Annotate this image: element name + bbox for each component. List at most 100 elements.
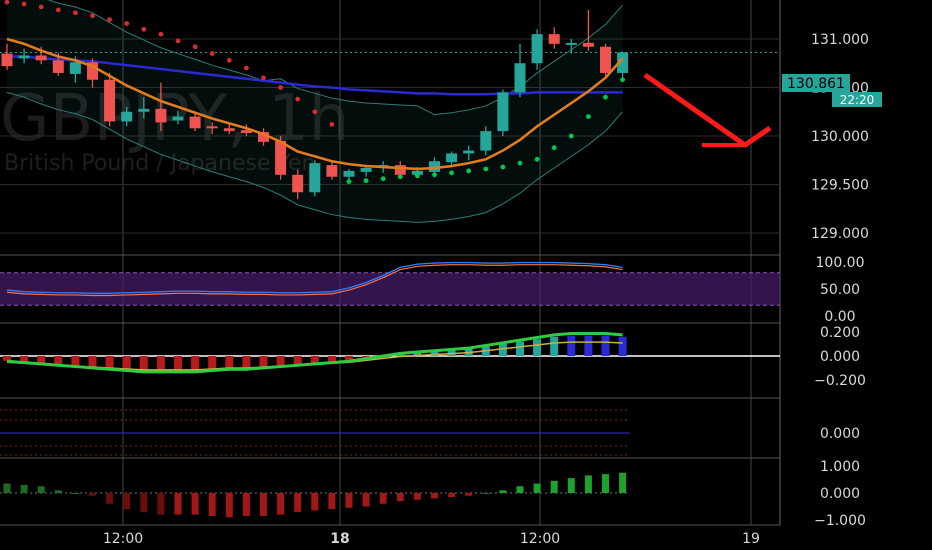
candle-29 xyxy=(497,89,509,136)
candle-body-11 xyxy=(189,116,201,129)
hist-bar-35 xyxy=(602,474,609,493)
sar-dot-35 xyxy=(603,94,608,100)
hist-bar-7 xyxy=(123,493,131,510)
hist-bar-1 xyxy=(20,484,28,493)
macd-bar-3 xyxy=(54,356,63,365)
countdown-label: 22:20 xyxy=(840,93,875,107)
candle-8 xyxy=(138,97,150,119)
macd-tick-2: −0.200 xyxy=(814,373,866,389)
macd-line xyxy=(6,332,623,374)
candle-body-20 xyxy=(343,170,355,177)
candle-body-21 xyxy=(360,168,372,172)
macd-bar-30 xyxy=(516,341,524,356)
candle-20 xyxy=(343,168,355,180)
candle-body-27 xyxy=(463,150,475,154)
sar-dot-10 xyxy=(175,38,181,44)
hist-bar-14 xyxy=(242,493,250,516)
sar-dot-11 xyxy=(192,44,198,50)
hist-bar-33 xyxy=(567,478,575,493)
sar-dot-16 xyxy=(278,85,283,90)
hist-bar-10 xyxy=(174,493,182,515)
stoch-band xyxy=(0,272,780,306)
sar-dot-17 xyxy=(295,96,301,102)
sar-dot-1 xyxy=(21,1,27,7)
hist-bar-3 xyxy=(54,490,62,493)
sar-dot-9 xyxy=(158,31,164,37)
macd-bar-17 xyxy=(293,356,302,365)
hist-bar-18 xyxy=(311,493,319,511)
sar-dot-26 xyxy=(449,170,454,176)
hist-bar-2 xyxy=(37,486,45,493)
sar-dot-28 xyxy=(483,166,489,172)
sar-dot-15 xyxy=(261,75,266,81)
price-tick-1: 131.000 xyxy=(811,32,869,48)
price-tick-4: 129.500 xyxy=(811,178,869,194)
candle-body-4 xyxy=(69,62,81,74)
candle-10 xyxy=(172,110,184,125)
hist-tick-0: 1.000 xyxy=(820,459,860,475)
candle-14 xyxy=(240,124,252,136)
hist-bar-28 xyxy=(482,493,490,494)
time-label-1: 12:00 xyxy=(103,531,143,547)
hist-bar-20 xyxy=(345,493,353,508)
hist-tick-2: −1.000 xyxy=(814,513,866,529)
candle-body-23 xyxy=(394,165,406,175)
candle-body-6 xyxy=(104,79,116,122)
candle-body-9 xyxy=(155,108,167,123)
hist-bar-26 xyxy=(448,493,456,498)
candle-body-36 xyxy=(617,52,629,73)
sar-dot-36 xyxy=(620,77,625,83)
sar-dot-23 xyxy=(397,174,403,180)
time-label-2: 18 xyxy=(330,531,349,547)
sar-dot-33 xyxy=(568,133,574,139)
candle-33 xyxy=(565,39,577,54)
macd-bar-33 xyxy=(567,335,576,356)
macd-bar-18 xyxy=(310,356,319,364)
candle-body-0 xyxy=(1,53,13,67)
hist-bar-13 xyxy=(225,493,233,518)
macd-bar-15 xyxy=(259,356,268,367)
candle-body-26 xyxy=(446,153,458,163)
grid xyxy=(0,0,781,526)
candle-body-10 xyxy=(172,116,184,121)
sar-dot-4 xyxy=(73,10,78,16)
hist-bar-16 xyxy=(277,493,285,515)
candle-13 xyxy=(223,124,235,135)
candle-body-14 xyxy=(240,130,252,134)
macd-bar-34 xyxy=(584,335,593,356)
sar-dot-18 xyxy=(312,109,318,115)
macd-bar-31 xyxy=(533,339,542,356)
sar-dot-31 xyxy=(534,156,540,162)
sar-dot-20 xyxy=(346,179,352,184)
candle-body-34 xyxy=(582,42,594,47)
stoch-d-line xyxy=(6,264,623,297)
candle-body-2 xyxy=(35,55,47,61)
candle-body-1 xyxy=(18,55,30,59)
macd-bar-0 xyxy=(3,356,11,361)
hist-bar-12 xyxy=(208,493,216,516)
candle-30 xyxy=(514,43,526,98)
macd-bar-9 xyxy=(156,356,165,371)
sar-dot-19 xyxy=(329,121,335,127)
candle-35 xyxy=(600,43,611,76)
hist-bar-8 xyxy=(140,493,148,512)
price-pane xyxy=(1,0,629,223)
candle-body-16 xyxy=(275,140,287,175)
macd-bar-2 xyxy=(37,356,46,364)
time-label-4: 19 xyxy=(742,531,760,547)
stoch-k-line xyxy=(6,261,623,294)
macd-bar-10 xyxy=(174,356,182,371)
stoch-tick-1: 50.00 xyxy=(820,282,860,298)
candle-body-12 xyxy=(206,126,218,129)
candle-36 xyxy=(617,51,629,78)
macd-bar-7 xyxy=(122,356,131,370)
candle-21 xyxy=(360,166,372,177)
sar-dot-0 xyxy=(4,0,10,5)
ema-line xyxy=(6,37,624,171)
candle-12 xyxy=(206,122,218,135)
candle-body-28 xyxy=(480,131,492,151)
sar-dot-24 xyxy=(415,173,420,179)
macd-bar-1 xyxy=(20,356,29,362)
